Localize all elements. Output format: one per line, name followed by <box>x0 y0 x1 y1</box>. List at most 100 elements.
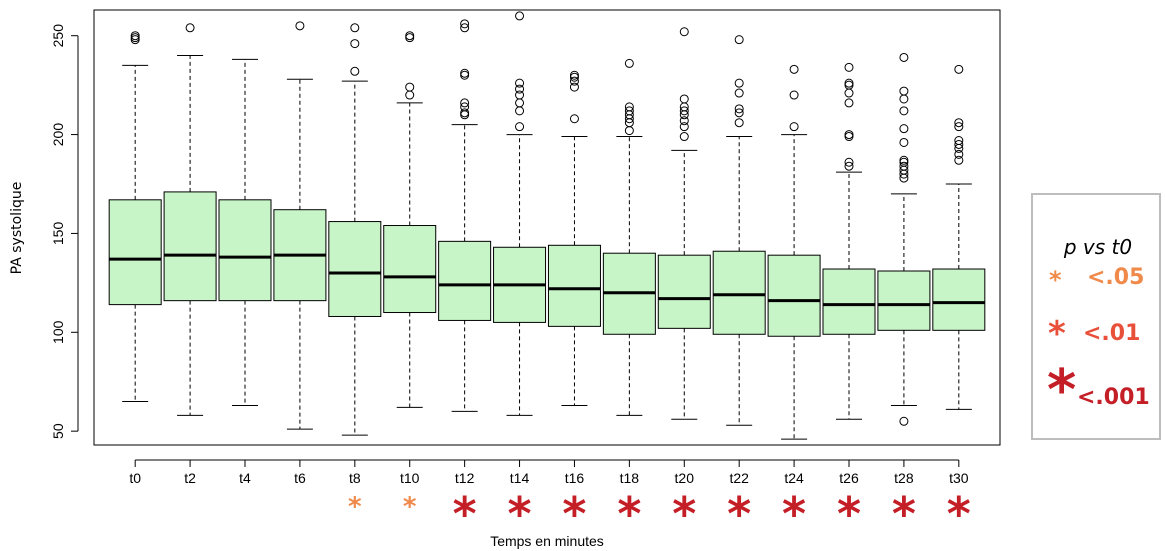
outlier-point <box>515 122 525 132</box>
outlier-point <box>679 27 689 37</box>
outlier-point <box>515 106 525 116</box>
legend-label-p05: <.05 <box>1087 265 1145 290</box>
outlier-point <box>460 19 470 29</box>
outlier-point <box>679 132 689 142</box>
significance-star: * <box>672 487 696 541</box>
x-tick-label: t26 <box>839 470 859 486</box>
significance-star: * <box>892 487 916 541</box>
outlier-point <box>844 130 854 140</box>
box-iqr <box>547 244 601 327</box>
outlier-point <box>624 58 634 68</box>
outlier-point <box>789 64 799 74</box>
outlier-point <box>844 132 854 142</box>
outlier-point <box>734 35 744 45</box>
x-axis-label: Temps en minutes <box>490 533 604 549</box>
outlier-point <box>515 78 525 88</box>
outlier-point <box>954 149 964 159</box>
significance-star: * <box>837 487 861 541</box>
outlier-point <box>844 78 854 88</box>
x-tick-label: t20 <box>675 470 695 486</box>
outlier-point <box>844 157 854 167</box>
x-axis: t0 t2 t4 t6 t8 t10 t12 t14 t16 t18 t20 t22 t24 t26 t28… <box>129 459 969 486</box>
legend-label-p001: <.001 <box>1077 385 1150 410</box>
box-iqr <box>657 254 711 329</box>
outlier-point <box>460 110 470 120</box>
x-tick-label: t18 <box>620 470 640 486</box>
outlier-point <box>460 70 470 80</box>
box-t4 <box>218 58 272 406</box>
box-iqr <box>108 199 162 306</box>
outlier-point <box>679 94 689 104</box>
outlier-point <box>899 137 909 147</box>
x-tick-label: t24 <box>784 470 804 486</box>
y-axis: 50 100 150 200 250 <box>50 24 79 439</box>
significance-star: * <box>453 487 477 541</box>
outlier-point <box>460 68 470 78</box>
box-iqr <box>932 268 986 331</box>
box-t6 <box>273 21 327 430</box>
outlier-point <box>569 70 579 80</box>
significance-star: * <box>562 487 586 541</box>
x-tick-label: t12 <box>455 470 475 486</box>
outlier-point <box>185 23 195 33</box>
x-tick-label: t0 <box>129 470 141 486</box>
outlier-point <box>130 33 140 43</box>
significance-markers: * * * * * * * * * * * * <box>348 487 971 541</box>
y-tick-label: 150 <box>50 222 66 246</box>
legend-title: p vs t0 <box>1063 235 1133 259</box>
outlier-point <box>679 116 689 126</box>
box-t14 <box>493 11 547 416</box>
outlier-point <box>405 90 415 100</box>
outlier-point <box>899 94 909 104</box>
outlier-point <box>350 39 360 49</box>
outlier-point <box>954 122 964 132</box>
outlier-point <box>515 90 525 100</box>
outlier-point <box>899 106 909 116</box>
x-tick-label: t16 <box>565 470 585 486</box>
outlier-point <box>844 62 854 72</box>
outlier-point <box>405 82 415 92</box>
box-t12 <box>438 19 492 412</box>
box-t10 <box>383 31 437 408</box>
outlier-point <box>130 31 140 41</box>
y-tick-label: 200 <box>50 123 66 147</box>
outlier-point <box>569 82 579 92</box>
outlier-point <box>844 80 854 90</box>
significance-star: * <box>727 487 751 541</box>
outlier-point <box>460 108 470 118</box>
box-t18 <box>602 58 656 416</box>
box-t16 <box>547 70 601 406</box>
significance-star: * <box>947 487 971 541</box>
box-t26 <box>822 62 876 420</box>
outlier-point <box>460 102 470 112</box>
outlier-point <box>460 23 470 33</box>
box-iqr <box>767 254 821 337</box>
outlier-point <box>789 122 799 132</box>
outlier-point <box>789 90 799 100</box>
x-tick-label: t14 <box>510 470 530 486</box>
box-t2 <box>163 23 217 416</box>
outlier-point <box>295 21 305 31</box>
outlier-point <box>460 98 470 108</box>
box-iqr <box>822 268 876 335</box>
legend-star-p05: * <box>1049 266 1062 294</box>
box-t22 <box>712 35 766 426</box>
box-iqr <box>163 191 217 302</box>
outlier-point <box>569 76 579 86</box>
outlier-point <box>515 84 525 94</box>
box-iqr <box>218 199 272 302</box>
outlier-point <box>515 98 525 108</box>
outlier-point <box>624 102 634 112</box>
box-iqr <box>712 250 766 335</box>
box-t28 <box>877 52 931 426</box>
x-tick-label: t2 <box>184 470 196 486</box>
outlier-point <box>899 52 909 62</box>
outlier-point <box>624 126 634 136</box>
box-t0 <box>108 31 162 402</box>
outlier-point <box>899 155 909 165</box>
significance-star: * <box>403 492 417 522</box>
outlier-point <box>734 88 744 98</box>
outlier-point <box>899 86 909 96</box>
legend-star-p01: * <box>1048 314 1066 354</box>
